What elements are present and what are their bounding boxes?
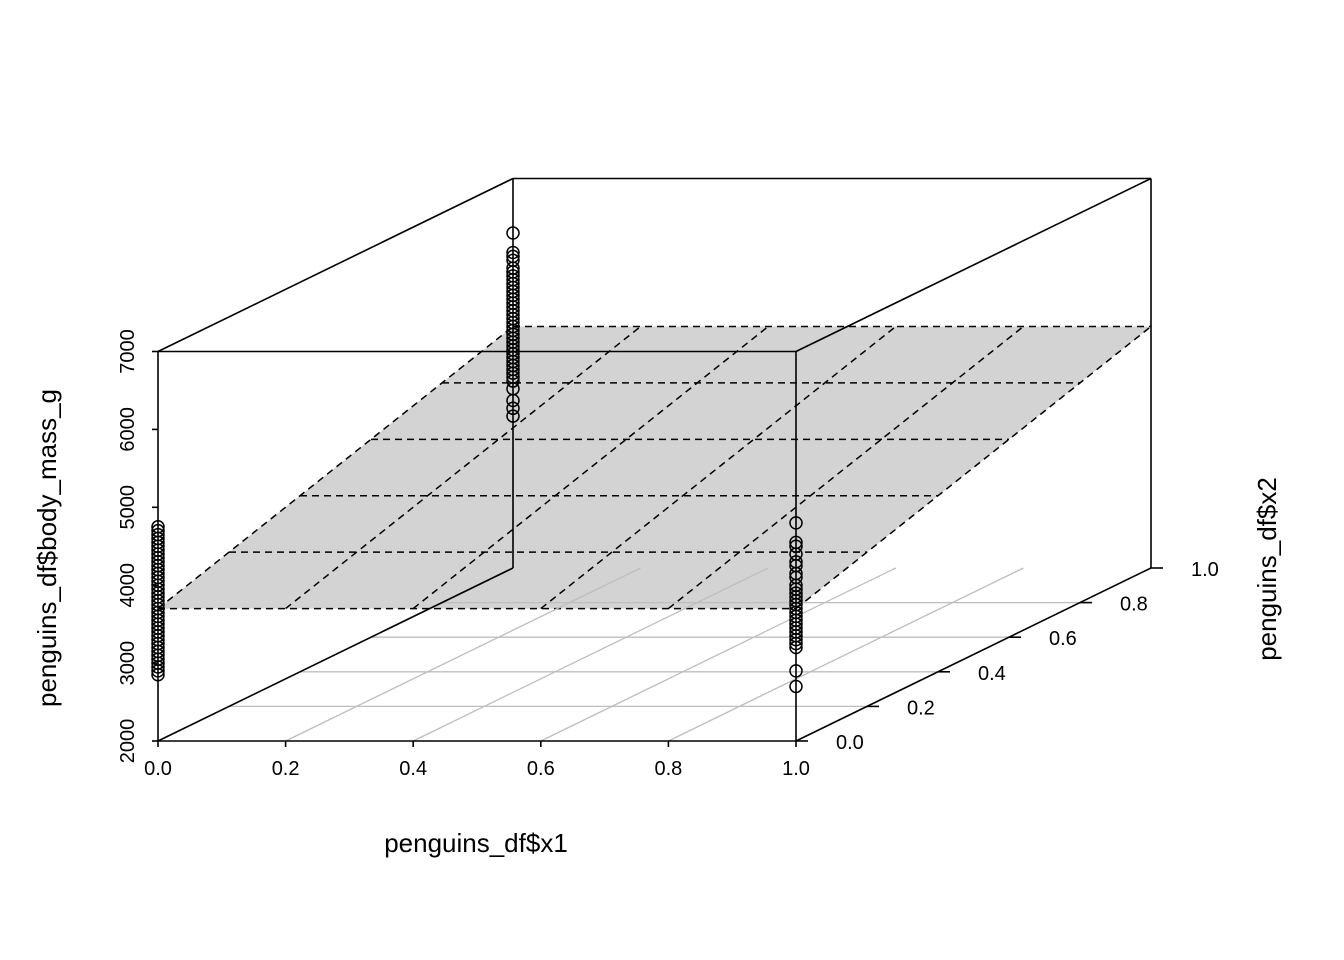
plane-grid-line — [795, 325, 1152, 610]
data-point — [506, 226, 520, 240]
data-point — [789, 555, 803, 569]
data-point — [506, 409, 520, 423]
y-tick-label: 0.8 — [1120, 594, 1148, 616]
box-edge — [795, 567, 1152, 742]
y-tick-label: 0.0 — [836, 732, 864, 754]
x-tick-label: 0.8 — [654, 758, 682, 780]
plane-grid-line — [285, 325, 642, 610]
y-tick-label: 1.0 — [1191, 559, 1219, 581]
y-tick-label: 0.2 — [907, 697, 935, 719]
data-point — [151, 520, 165, 534]
data-point — [506, 245, 520, 260]
box-edge — [795, 177, 1152, 353]
z-tick-label: 2000 — [117, 719, 139, 764]
z-tick-label: 3000 — [117, 641, 139, 686]
y-axis-title: penguins_df$x2 — [1252, 477, 1282, 661]
data-point — [789, 679, 803, 694]
x-tick-label: 1.0 — [782, 758, 810, 780]
data-points — [151, 226, 803, 694]
x-axis-title: penguins_df$x1 — [384, 828, 568, 858]
z-tick-label: 6000 — [117, 407, 139, 452]
axis-ticks: 0.0 0.2 0.4 0.6 0.8 1.0 0.0 0.2 0.4 0.6 0.8 1.0 2000… — [117, 329, 1219, 780]
plane-grid-line — [412, 325, 769, 610]
z-tick-label: 4000 — [117, 563, 139, 608]
data-point — [789, 664, 803, 678]
data-point — [506, 249, 520, 264]
data-point — [506, 253, 520, 268]
z-tick-label: 7000 — [117, 329, 139, 374]
floor-grid-line — [285, 567, 641, 742]
y-tick-label: 0.4 — [978, 663, 1006, 685]
y-tick-label: 0.6 — [1049, 628, 1077, 650]
x-tick-label: 0.6 — [527, 758, 555, 780]
z-axis-title: penguins_df$body_mass_g — [32, 389, 62, 707]
x-tick-label: 0.4 — [399, 758, 427, 780]
data-point — [151, 523, 165, 538]
data-point — [789, 539, 803, 553]
x-tick-label: 0.0 — [144, 758, 172, 780]
data-point — [789, 586, 803, 600]
box-edge — [157, 177, 514, 353]
regression-plane — [157, 325, 1152, 610]
floor-grid-line — [668, 567, 1024, 742]
plane-fill — [158, 326, 1151, 609]
box-edge — [157, 567, 514, 742]
floor-grid — [229, 567, 1080, 742]
data-point — [789, 516, 803, 530]
plane-grid-line — [157, 325, 514, 610]
floor-grid-line — [412, 567, 769, 742]
data-point — [506, 401, 520, 416]
data-point — [789, 535, 803, 550]
data-point — [151, 527, 165, 542]
floor-grid-line — [540, 567, 897, 742]
bounding-box — [157, 177, 1152, 742]
plane-grid-line — [667, 325, 1024, 610]
plane-grid-line — [540, 325, 897, 610]
x-tick-label: 0.2 — [272, 758, 300, 780]
data-point — [506, 269, 520, 283]
z-tick-label: 5000 — [117, 485, 139, 530]
